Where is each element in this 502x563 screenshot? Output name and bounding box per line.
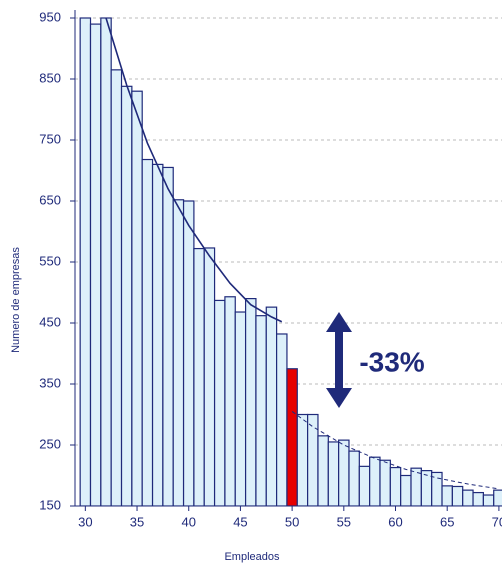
y-tick-label: 450 [39,314,61,329]
trend-line [105,17,283,323]
bar [89,23,102,506]
bar [265,306,278,506]
bar [410,467,422,506]
bar [338,439,350,506]
bar [213,299,226,506]
bar [234,311,247,506]
bar [141,158,154,506]
x-tick-label: 50 [285,514,299,529]
bar [441,485,453,506]
bar [493,489,502,506]
annotation: -33% [359,346,424,377]
bar [296,413,309,506]
bar [151,163,164,506]
y-axis-label: Numero de empresas [10,247,22,353]
trend-line [291,411,499,490]
bar [358,465,371,506]
y-tick-label: 850 [39,70,61,85]
bar [369,456,381,506]
x-tick-label: 55 [337,514,351,529]
x-tick-label: 70 [492,514,502,529]
x-tick-label: 40 [181,514,195,529]
y-tick-label: 150 [39,497,61,512]
bar [193,247,205,506]
x-tick-label: 45 [233,514,247,529]
y-tick-label: 250 [39,436,61,451]
y-tick-label: 950 [39,9,61,24]
bar [472,491,484,506]
bar [79,17,92,506]
y-tick-label: 350 [39,375,61,390]
bar [327,441,340,506]
bar [317,435,329,506]
bar [131,90,143,506]
y-tick-label: 650 [39,192,61,207]
bar [110,69,123,506]
bar [389,466,402,506]
x-axis-label: Empleados [224,551,280,563]
bar [451,485,464,506]
bar [172,199,185,506]
bar [120,85,133,506]
bar [420,470,433,506]
bar [400,474,412,506]
bar [182,200,195,506]
bar [482,494,495,506]
bar [255,315,267,506]
bar [307,413,319,506]
x-tick-label: 60 [388,514,402,529]
bar [379,459,391,506]
bar [348,450,360,506]
bar [462,489,474,506]
bar [286,368,298,506]
bar [203,247,216,506]
y-tick-label: 750 [39,131,61,146]
bar [431,471,443,506]
bar [100,17,112,506]
double-arrow [326,312,352,408]
bar [244,298,257,506]
x-tick-label: 30 [78,514,92,529]
bar [276,333,288,506]
bar [224,296,236,506]
x-tick-label: 35 [130,514,144,529]
x-tick-label: 65 [440,514,454,529]
y-tick-label: 550 [39,253,61,268]
bar [162,166,174,506]
